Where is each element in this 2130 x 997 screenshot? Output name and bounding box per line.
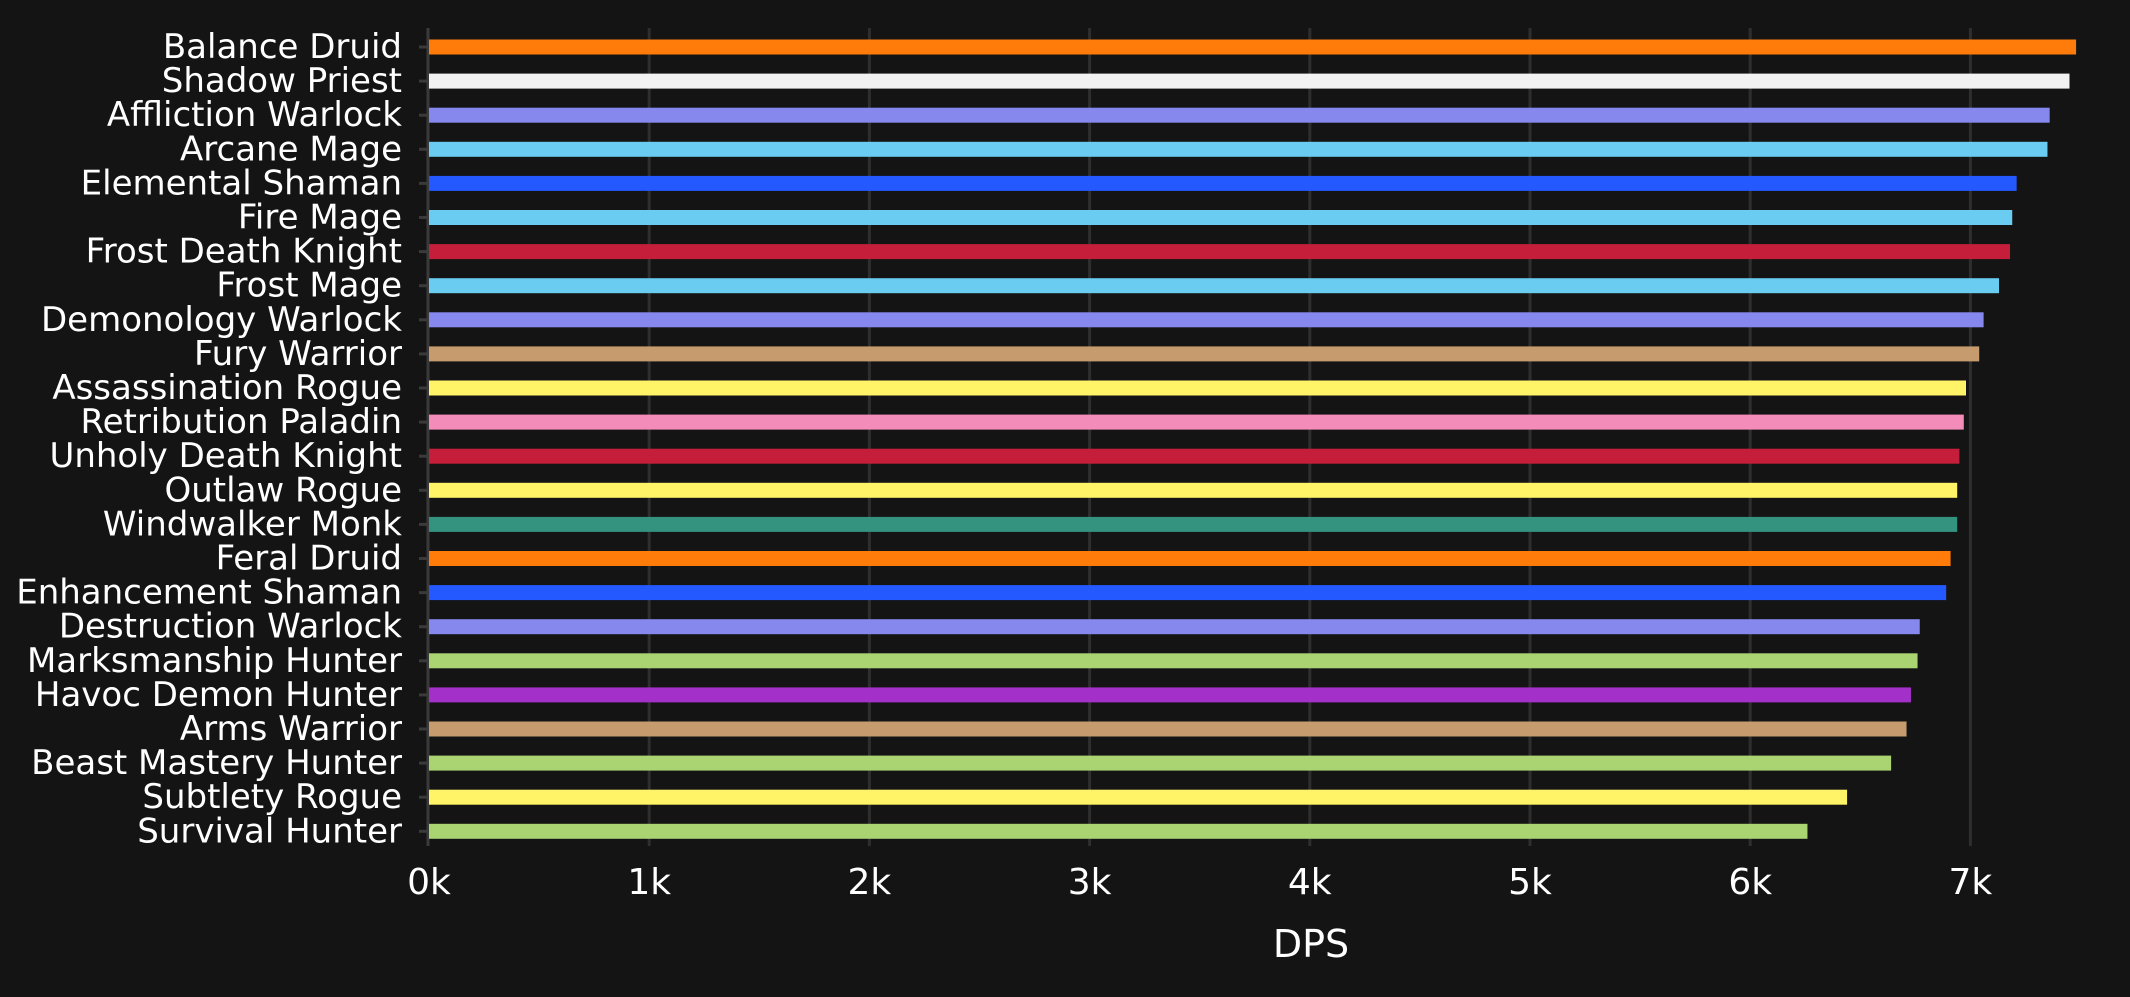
category-label-destruction-warlock: Destruction Warlock <box>59 607 402 647</box>
category-label-windwalker-monk: Windwalker Monk <box>103 504 402 544</box>
x-tick-label-3k: 3k <box>1068 862 1112 903</box>
category-label-demonology-warlock: Demonology Warlock <box>41 300 402 340</box>
bar-unholy-death-knight <box>429 448 1960 464</box>
category-label-retribution-paladin: Retribution Paladin <box>80 402 402 442</box>
bar-enhancement-shaman <box>429 585 1947 601</box>
bar-arms-warrior <box>429 721 1907 737</box>
bar-retribution-paladin <box>429 414 1964 430</box>
x-tick-label-1k: 1k <box>627 862 671 903</box>
category-label-frost-mage: Frost Mage <box>216 266 402 306</box>
bar-balance-druid <box>429 39 2077 55</box>
bars <box>429 39 2077 839</box>
category-label-shadow-priest: Shadow Priest <box>162 61 402 101</box>
y-axis <box>419 28 430 846</box>
bar-outlaw-rogue <box>429 482 1958 498</box>
bar-frost-death-knight <box>429 244 2011 260</box>
category-label-havoc-demon-hunter: Havoc Demon Hunter <box>35 675 402 715</box>
category-label-affliction-warlock: Affliction Warlock <box>107 95 402 135</box>
bar-survival-hunter <box>429 823 1808 839</box>
bar-feral-druid <box>429 551 1951 566</box>
x-tick-label-7k: 7k <box>1949 862 1993 903</box>
category-label-feral-druid: Feral Druid <box>216 539 402 579</box>
category-label-arms-warrior: Arms Warrior <box>180 709 402 749</box>
x-tick-label-4k: 4k <box>1288 862 1332 903</box>
category-label-outlaw-rogue: Outlaw Rogue <box>165 470 403 510</box>
bar-havoc-demon-hunter <box>429 687 1911 703</box>
x-axis-title: DPS <box>1273 922 1349 966</box>
category-label-marksmanship-hunter: Marksmanship Hunter <box>27 641 402 681</box>
x-tick-label-0k: 0k <box>407 862 451 903</box>
category-label-fire-mage: Fire Mage <box>238 198 402 238</box>
category-label-arcane-mage: Arcane Mage <box>180 129 402 169</box>
bar-demonology-warlock <box>429 312 1984 328</box>
category-label-survival-hunter: Survival Hunter <box>137 811 402 851</box>
category-label-unholy-death-knight: Unholy Death Knight <box>49 436 402 476</box>
bar-windwalker-monk <box>429 516 1958 532</box>
category-label-subtlety-rogue: Subtlety Rogue <box>142 777 402 817</box>
x-tick-labels: 0k 1k 2k 3k 4k 5k 6k 7k <box>407 862 1992 903</box>
bar-arcane-mage <box>429 141 2048 157</box>
bar-beast-mastery-hunter <box>429 755 1892 771</box>
x-tick-label-6k: 6k <box>1728 862 1772 903</box>
bar-destruction-warlock <box>429 619 1920 635</box>
bar-subtlety-rogue <box>429 789 1848 805</box>
category-label-frost-death-knight: Frost Death Knight <box>86 232 402 272</box>
category-label-enhancement-shaman: Enhancement Shaman <box>16 573 402 613</box>
category-label-assassination-rogue: Assassination Rogue <box>52 368 402 408</box>
grid-lines <box>647 28 1972 846</box>
bar-frost-mage <box>429 278 2000 294</box>
category-label-elemental-shaman: Elemental Shaman <box>81 163 402 203</box>
bar-assassination-rogue <box>429 380 1966 396</box>
x-tick-label-5k: 5k <box>1508 862 1552 903</box>
bar-marksmanship-hunter <box>429 653 1918 669</box>
bar-shadow-priest <box>429 73 2070 89</box>
category-label-beast-mastery-hunter: Beast Mastery Hunter <box>31 743 402 783</box>
category-label-balance-druid: Balance Druid <box>163 27 402 67</box>
bar-fire-mage <box>429 210 2013 225</box>
bar-affliction-warlock <box>429 107 2050 123</box>
category-label-fury-warrior: Fury Warrior <box>194 334 402 374</box>
bar-fury-warrior <box>429 346 1980 362</box>
x-tick-label-2k: 2k <box>848 862 892 903</box>
bar-elemental-shaman <box>429 175 2017 191</box>
